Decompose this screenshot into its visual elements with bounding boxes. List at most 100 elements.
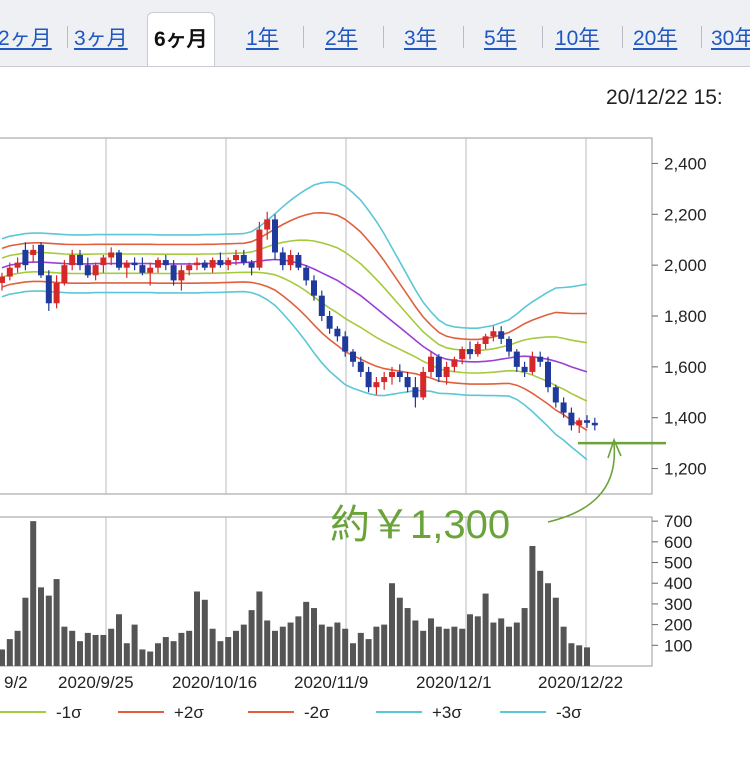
- annotation-arrow: [547, 443, 616, 523]
- volume-bar: [396, 597, 403, 666]
- annotation-arrowhead: [607, 437, 622, 459]
- volume-bar: [474, 616, 481, 666]
- volume-bar: [365, 639, 372, 666]
- volume-bar: [14, 630, 21, 666]
- candle-body: [428, 356, 434, 372]
- candle-body: [435, 356, 442, 378]
- volume-bar: [139, 649, 146, 666]
- volume-bar: [170, 641, 177, 666]
- volume-bar: [131, 624, 138, 666]
- candle-body: [404, 377, 411, 388]
- candle-body: [38, 244, 44, 276]
- volume-bar: [584, 647, 590, 666]
- candle-body: [233, 254, 239, 261]
- tab-3-months[interactable]: 3ヶ月: [74, 27, 128, 50]
- legend-label: +3σ: [432, 703, 462, 722]
- candle-body: [350, 351, 356, 362]
- tab-1-year[interactable]: 1年: [246, 27, 279, 50]
- candle-body: [139, 265, 146, 273]
- plus-2sigma-line: [1, 211, 587, 341]
- price-tick-label: 1,800: [664, 307, 707, 326]
- moving-average-line: [1, 258, 588, 373]
- volume-tick-label: 100: [664, 636, 692, 655]
- tab-3-years[interactable]: 3年: [404, 27, 437, 50]
- volume-bar: [272, 630, 278, 666]
- volume-tick-label: 300: [664, 595, 692, 614]
- volume-tick-label: 700: [664, 512, 692, 531]
- candle-body: [108, 252, 115, 258]
- candle-body: [170, 265, 177, 281]
- candle-body: [311, 280, 317, 296]
- tab-5-years[interactable]: 5年: [484, 27, 517, 50]
- candle-body: [217, 260, 224, 266]
- candle-body: [326, 316, 333, 329]
- volume-bar: [100, 634, 107, 666]
- tab-30-years[interactable]: 30年: [711, 27, 750, 50]
- candle-body: [506, 338, 512, 352]
- candle-body: [552, 387, 559, 403]
- volume-tick-label: 200: [664, 616, 692, 635]
- x-tick-label: 2020/12/1: [416, 673, 492, 692]
- legend-label: -3σ: [556, 703, 582, 722]
- tab-separator: [542, 26, 543, 48]
- candle-body: [482, 336, 489, 344]
- volume-bar: [256, 591, 263, 666]
- volume-bar: [420, 630, 427, 666]
- tab-separator: [463, 26, 464, 48]
- minus-2sigma-line: [1, 280, 588, 432]
- volume-bar: [506, 626, 512, 666]
- candle-body: [576, 420, 583, 426]
- volume-bar: [209, 628, 216, 666]
- candle-body: [420, 371, 427, 398]
- tab-6-months[interactable]: 6ヶ月: [147, 12, 215, 66]
- x-tick-label: 9/2: [4, 673, 28, 692]
- candle-body: [225, 260, 232, 266]
- period-tabs: 2ヶ月 3ヶ月 6ヶ月 1年 2年 3年 5年 10年 20年 30年: [0, 0, 750, 67]
- candle-body: [373, 382, 380, 388]
- candle-body: [201, 262, 208, 268]
- volume-bar: [225, 637, 232, 666]
- legend-label: +2σ: [174, 703, 204, 722]
- candle-body: [451, 359, 458, 367]
- volume-bar: [482, 593, 489, 666]
- price-panel: 2,400 2,200 2,000 1,800 1,600 1,400 1,200: [0, 137, 707, 495]
- tab-2-months[interactable]: 2ヶ月: [0, 27, 52, 50]
- price-tick-label: 1,600: [664, 358, 707, 377]
- price-tick-label: 1,200: [664, 460, 707, 479]
- volume-bar: [233, 630, 239, 666]
- legend: -1σ +2σ -2σ +3σ -3σ: [0, 703, 582, 722]
- tab-10-years[interactable]: 10年: [555, 27, 600, 50]
- volume-bar: [545, 583, 551, 666]
- volume-bar: [45, 595, 52, 666]
- candle-body: [334, 328, 341, 337]
- volume-bar: [186, 630, 193, 666]
- candle-body: [6, 267, 13, 277]
- candle-body: [279, 252, 286, 266]
- volume-bar: [576, 645, 583, 666]
- candle-body: [53, 282, 60, 304]
- volume-bar: [513, 622, 520, 666]
- tab-2-years[interactable]: 2年: [325, 27, 358, 50]
- volume-bar: [428, 618, 434, 666]
- candle-body: [178, 270, 185, 281]
- volume-bar: [279, 626, 286, 666]
- volume-bar: [490, 622, 497, 666]
- volume-bar: [326, 626, 333, 666]
- volume-bar: [459, 628, 466, 666]
- candle-body: [560, 402, 567, 413]
- plus-3sigma-line: [1, 181, 588, 330]
- volume-bar: [162, 637, 169, 666]
- volume-bar: [123, 643, 130, 666]
- tab-20-years[interactable]: 20年: [633, 27, 678, 50]
- candle-body: [591, 422, 598, 426]
- volume-bar: [38, 587, 44, 666]
- candle-body: [381, 377, 388, 383]
- candle-body: [22, 249, 29, 266]
- volume-bar: [451, 626, 458, 666]
- volume-bar: [311, 608, 317, 666]
- volume-bar: [381, 624, 388, 666]
- volume-tick-label: 400: [664, 574, 692, 593]
- candle-body: [209, 260, 216, 268]
- minus-1sigma-line: [1, 270, 588, 402]
